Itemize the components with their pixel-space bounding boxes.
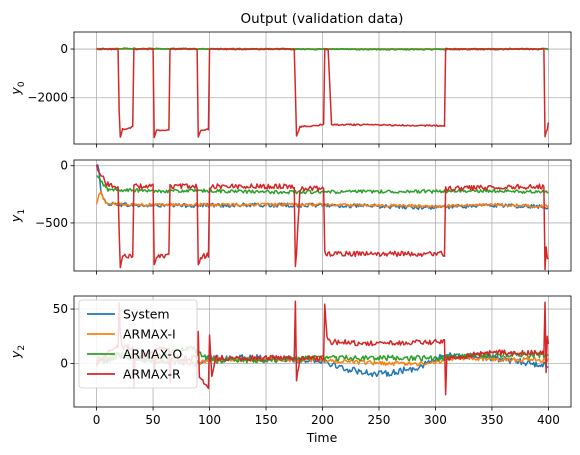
legend: System ARMAX-I ARMAX-O ARMAX-R [78,299,198,389]
x-tick-label: 250 [368,413,391,427]
y-axis-label: y2 [8,345,27,359]
x-axis-label: Time [306,430,338,445]
series-line-armax-i [95,190,550,209]
y-tick-label: 50 [53,302,68,316]
panel-y1: 0 −500 y1 [8,159,572,275]
x-tick-label: 150 [255,413,278,427]
y-tick-label: 0 [60,356,68,370]
legend-box [78,299,198,389]
x-tick-label: 300 [424,413,447,427]
series-line-armax-r [95,164,549,271]
x-tick-label: 350 [480,413,503,427]
series-line-armax-r [96,47,550,139]
legend-label-armax-o: ARMAX-O [123,347,182,362]
y-tick-label: 0 [60,159,68,173]
legend-label-armax-r: ARMAX-R [123,367,181,382]
x-tick-label: 50 [145,413,160,427]
x-tick-label: 0 [93,413,101,427]
y-axis-label: y0 [8,81,27,95]
chart-title: Output (validation data) [241,11,404,27]
y-tick-label: −2000 [27,91,68,105]
y-tick-label: 0 [60,42,68,56]
legend-label-system: System [123,307,170,322]
y-axis-label: y1 [8,209,27,223]
x-tick-label: 400 [537,413,560,427]
legend-label-armax-i: ARMAX-I [123,327,176,342]
x-tick-label: 200 [311,413,334,427]
x-tick-label: 100 [198,413,221,427]
y-tick-label: −500 [35,216,68,230]
